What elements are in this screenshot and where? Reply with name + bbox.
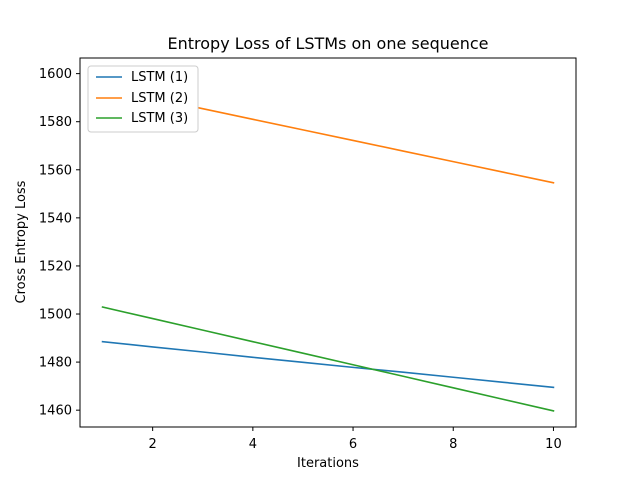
plot-area [79,57,577,428]
y-tick-label: 1500 [39,308,72,323]
series-line-lstm-3 [101,306,555,412]
legend-label-lstm-1: LSTM (1) [131,70,188,85]
x-axis: 2 4 6 8 10 [149,427,562,452]
plot-frame [79,57,577,428]
x-tick-label: 10 [545,437,562,452]
series-line-lstm-1 [101,340,555,389]
legend-label-lstm-3: LSTM (3) [131,111,188,126]
y-tick-label: 1480 [39,356,72,371]
y-tick-label: 1540 [39,211,72,226]
x-axis-label: Iterations [297,456,359,471]
y-tick-label: 1460 [39,404,72,419]
y-tick-label: 1520 [39,259,72,274]
y-axis-label: Cross Entropy Loss [14,180,29,303]
y-axis: 1460 1480 1500 1520 1540 1560 1580 1600 [39,67,80,419]
legend: LSTM (1) LSTM (2) LSTM (3) [87,65,199,133]
chart-title: Entropy Loss of LSTMs on one sequence [168,34,489,53]
x-tick-label: 4 [249,437,257,452]
x-tick-label: 6 [349,437,357,452]
legend-box [87,65,199,133]
x-tick-label: 2 [149,437,157,452]
y-tick-label: 1580 [39,115,72,130]
y-tick-label: 1560 [39,163,72,178]
y-tick-label: 1600 [39,67,72,82]
x-tick-label: 8 [449,437,457,452]
legend-label-lstm-2: LSTM (2) [131,91,188,106]
